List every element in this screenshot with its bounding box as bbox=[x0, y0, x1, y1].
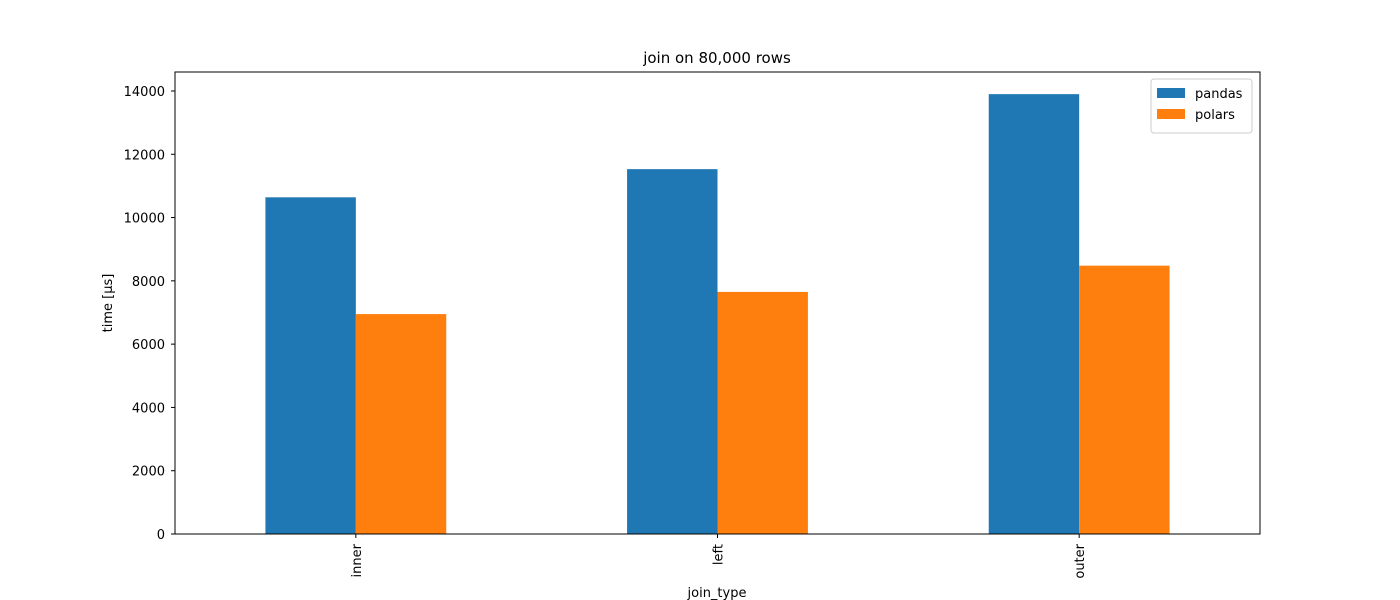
x-tick-label: left bbox=[712, 544, 727, 565]
bar-polars-outer bbox=[1079, 265, 1170, 534]
y-axis-label: time [µs] bbox=[101, 274, 116, 333]
bar-pandas-left bbox=[627, 169, 718, 534]
y-axis: 0 2000 4000 6000 8000 10000 12000 14000 bbox=[124, 85, 175, 543]
bar-polars-inner bbox=[355, 314, 447, 534]
legend-label-polars: polars bbox=[1195, 108, 1235, 123]
x-tick-label: inner bbox=[350, 543, 365, 577]
x-tick-label: outer bbox=[1073, 543, 1088, 578]
legend-swatch-polars bbox=[1157, 109, 1185, 119]
y-tick-label: 2000 bbox=[132, 465, 165, 480]
bar-pandas-outer bbox=[988, 94, 1080, 535]
legend-swatch-pandas bbox=[1157, 88, 1185, 98]
chart-title: join on 80,000 rows bbox=[642, 49, 791, 67]
x-axis-label: join_type bbox=[687, 586, 747, 600]
y-tick-label: 12000 bbox=[124, 148, 165, 163]
legend: pandas polars bbox=[1150, 78, 1253, 134]
plot-frame bbox=[174, 71, 1261, 535]
y-tick-label: 8000 bbox=[132, 275, 165, 290]
bar-pandas-inner bbox=[265, 197, 356, 534]
y-tick-label: 14000 bbox=[124, 85, 165, 100]
legend-label-pandas: pandas bbox=[1195, 87, 1243, 102]
bars bbox=[265, 94, 1170, 535]
y-tick-label: 6000 bbox=[132, 338, 165, 353]
bar-polars-left bbox=[717, 291, 808, 534]
y-tick-label: 0 bbox=[157, 528, 165, 543]
y-tick-label: 4000 bbox=[132, 401, 165, 416]
y-tick-label: 10000 bbox=[124, 212, 165, 227]
x-axis: inner left outer bbox=[350, 534, 1088, 579]
